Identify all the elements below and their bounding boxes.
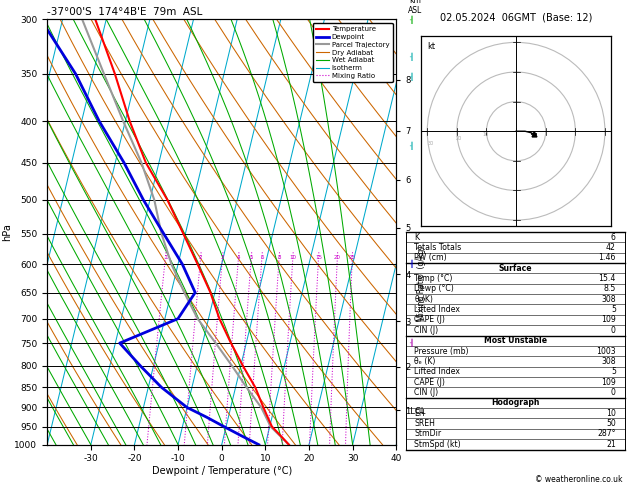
Text: 5: 5 bbox=[611, 305, 616, 314]
Text: 15.4: 15.4 bbox=[598, 274, 616, 283]
Text: 10: 10 bbox=[606, 409, 616, 418]
Text: SREH: SREH bbox=[415, 419, 435, 428]
Y-axis label: hPa: hPa bbox=[2, 223, 12, 241]
Text: 287°: 287° bbox=[598, 430, 616, 438]
Text: ╢: ╢ bbox=[409, 15, 413, 24]
Text: 4: 4 bbox=[237, 255, 240, 260]
Text: 8: 8 bbox=[277, 255, 281, 260]
Text: 308: 308 bbox=[601, 295, 616, 304]
Text: 30: 30 bbox=[428, 140, 435, 145]
Text: 109: 109 bbox=[601, 378, 616, 387]
Text: 6: 6 bbox=[611, 232, 616, 242]
Text: Lifted Index: Lifted Index bbox=[415, 305, 460, 314]
Text: kt: kt bbox=[427, 42, 435, 51]
Text: CIN (J): CIN (J) bbox=[415, 388, 438, 397]
Text: 10: 10 bbox=[482, 132, 489, 137]
Text: Mixing Ratio  (g/kg): Mixing Ratio (g/kg) bbox=[417, 245, 426, 321]
Text: 15: 15 bbox=[315, 255, 322, 260]
Text: StmDir: StmDir bbox=[415, 430, 442, 438]
Text: Temp (°C): Temp (°C) bbox=[415, 274, 453, 283]
Text: 50: 50 bbox=[606, 419, 616, 428]
Text: Surface: Surface bbox=[498, 263, 532, 273]
Text: PW (cm): PW (cm) bbox=[415, 253, 447, 262]
Text: © weatheronline.co.uk: © weatheronline.co.uk bbox=[535, 474, 623, 484]
Text: 02.05.2024  06GMT  (Base: 12): 02.05.2024 06GMT (Base: 12) bbox=[440, 12, 593, 22]
Text: K: K bbox=[415, 232, 420, 242]
Text: 10: 10 bbox=[289, 255, 296, 260]
Text: 20: 20 bbox=[455, 136, 462, 141]
Text: θₑ(K): θₑ(K) bbox=[415, 295, 433, 304]
Text: ╢: ╢ bbox=[409, 73, 413, 81]
Text: 5: 5 bbox=[250, 255, 253, 260]
Text: 5: 5 bbox=[611, 367, 616, 376]
Text: 20: 20 bbox=[334, 255, 341, 260]
Text: ╢: ╢ bbox=[409, 52, 413, 61]
Text: km
ASL: km ASL bbox=[408, 0, 423, 15]
Text: 6: 6 bbox=[260, 255, 264, 260]
Legend: Temperature, Dewpoint, Parcel Trajectory, Dry Adiabat, Wet Adiabat, Isotherm, Mi: Temperature, Dewpoint, Parcel Trajectory… bbox=[313, 23, 392, 82]
Text: 2: 2 bbox=[199, 255, 203, 260]
Text: 1: 1 bbox=[164, 255, 167, 260]
Text: CAPE (J): CAPE (J) bbox=[415, 378, 445, 387]
Text: Pressure (mb): Pressure (mb) bbox=[415, 347, 469, 356]
Text: 3: 3 bbox=[221, 255, 225, 260]
Text: ╢: ╢ bbox=[409, 339, 413, 347]
Text: Lifted Index: Lifted Index bbox=[415, 367, 460, 376]
Text: 109: 109 bbox=[601, 315, 616, 325]
Text: Hodograph: Hodograph bbox=[491, 399, 539, 407]
Text: CIN (J): CIN (J) bbox=[415, 326, 438, 335]
Text: StmSpd (kt): StmSpd (kt) bbox=[415, 440, 461, 449]
Text: Most Unstable: Most Unstable bbox=[484, 336, 547, 345]
Text: ╢: ╢ bbox=[409, 141, 413, 150]
Text: ╢: ╢ bbox=[409, 260, 413, 268]
Text: 8.5: 8.5 bbox=[604, 284, 616, 294]
Text: Totals Totals: Totals Totals bbox=[415, 243, 462, 252]
Text: 21: 21 bbox=[606, 440, 616, 449]
Text: CAPE (J): CAPE (J) bbox=[415, 315, 445, 325]
X-axis label: Dewpoint / Temperature (°C): Dewpoint / Temperature (°C) bbox=[152, 466, 292, 476]
Text: 1.46: 1.46 bbox=[598, 253, 616, 262]
Text: 42: 42 bbox=[606, 243, 616, 252]
Text: 0: 0 bbox=[611, 388, 616, 397]
Text: θₑ (K): θₑ (K) bbox=[415, 357, 436, 366]
Text: Dewp (°C): Dewp (°C) bbox=[415, 284, 454, 294]
Text: 308: 308 bbox=[601, 357, 616, 366]
Text: -37°00'S  174°4B'E  79m  ASL: -37°00'S 174°4B'E 79m ASL bbox=[47, 7, 203, 17]
Text: 1003: 1003 bbox=[596, 347, 616, 356]
Text: 0: 0 bbox=[611, 326, 616, 335]
Text: EH: EH bbox=[415, 409, 425, 418]
Text: 25: 25 bbox=[349, 255, 356, 260]
